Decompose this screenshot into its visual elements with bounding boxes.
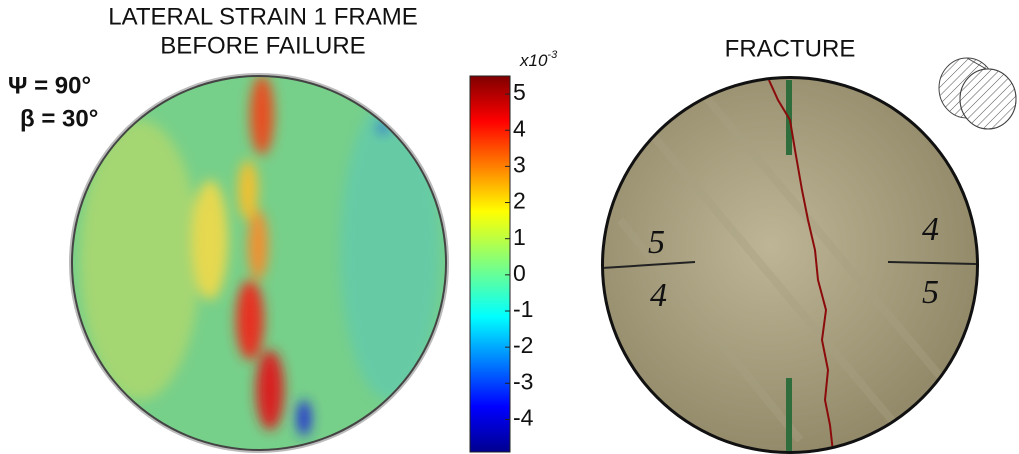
colorbar-tick-label: 0 xyxy=(513,260,526,286)
fracture-photo: 5 4 4 5 xyxy=(600,75,980,454)
colorbar-tick-label: 3 xyxy=(513,151,526,177)
beta-label: β = 30° xyxy=(20,105,98,132)
colorbar-tick-label: -4 xyxy=(513,405,534,431)
handwriting: 5 xyxy=(922,274,939,311)
title-line: BEFORE FAILURE xyxy=(160,32,365,59)
panel-title: FRACTURE xyxy=(725,35,856,62)
colorbar-tick-label: -2 xyxy=(513,332,533,358)
strain-map xyxy=(70,74,450,454)
unit-multiplier: x10 xyxy=(519,51,548,70)
colorbar-tick-label: -1 xyxy=(513,296,533,322)
colorbar-tick-label: 5 xyxy=(513,79,526,105)
unit-exponent: -3 xyxy=(547,49,558,61)
colorbar xyxy=(470,76,510,452)
colorbar-unit: x10-3 xyxy=(519,49,558,71)
colorbar-tick-label: 1 xyxy=(513,224,526,250)
psi-label: Ψ = 90° xyxy=(8,72,91,99)
handwriting: 4 xyxy=(650,277,667,314)
colorbar-tick-label: -3 xyxy=(513,368,533,394)
colorbar-tick-label: 4 xyxy=(513,115,526,141)
figure: LATERAL STRAIN 1 FRAME BEFORE FAILURE Ψ … xyxy=(0,0,1019,454)
specimen-icon xyxy=(939,58,1016,129)
title-line: LATERAL STRAIN 1 FRAME xyxy=(108,3,417,30)
colorbar-tick-label: 2 xyxy=(513,188,526,214)
handwriting: 4 xyxy=(922,211,939,248)
handwriting: 5 xyxy=(648,224,665,261)
